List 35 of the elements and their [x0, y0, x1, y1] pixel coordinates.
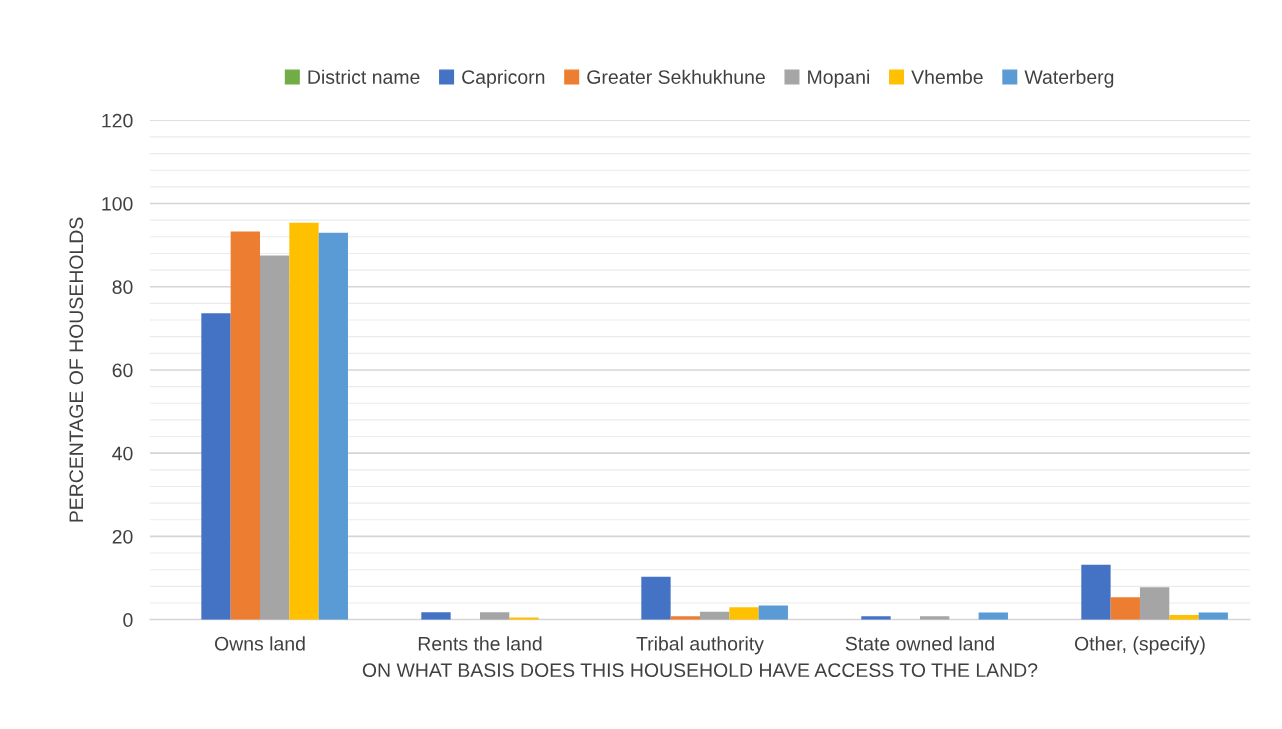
bar — [861, 616, 891, 620]
x-tick-label: Rents the land — [418, 636, 542, 651]
bar — [259, 255, 290, 620]
bar — [201, 313, 231, 620]
bar — [1169, 615, 1199, 620]
bar — [758, 605, 788, 620]
bar — [1081, 564, 1111, 620]
bar — [479, 612, 510, 620]
bar — [230, 231, 260, 620]
legend-label: Waterberg — [1024, 69, 1114, 88]
y-axis-title: PERCENTAGE OF HOUSEHOLDS — [69, 217, 84, 522]
legend-label: Capricorn — [462, 69, 545, 88]
y-tick-label: 120 — [102, 113, 133, 128]
bar — [729, 607, 759, 620]
legend-label: District name — [308, 69, 420, 84]
bar — [1139, 587, 1170, 620]
bar — [289, 222, 319, 620]
x-tick-label: Owns land — [214, 636, 305, 651]
legend-label: Greater Sekhukhune — [587, 69, 765, 84]
bar — [318, 232, 348, 620]
bar — [641, 576, 671, 620]
x-tick-label: Tribal authority — [636, 636, 764, 655]
y-tick-label: 100 — [102, 196, 133, 211]
legend-label: Vhembe — [911, 69, 983, 84]
y-tick-label: 40 — [112, 446, 133, 461]
x-tick-label: State owned land — [845, 636, 994, 651]
y-tick-label: 20 — [112, 529, 133, 544]
y-tick-label: 80 — [112, 280, 133, 294]
bar — [421, 612, 451, 620]
x-tick-label: Other, (specify) — [1074, 636, 1205, 655]
y-tick-label: 0 — [123, 613, 133, 627]
legend-label: Mopani — [808, 69, 870, 88]
x-axis-title: ON WHAT BASIS DOES THIS HOUSEHOLD HAVE ACCESS TO THE LAND? — [362, 663, 1038, 678]
bar — [1110, 597, 1140, 620]
y-tick-label: 60 — [112, 363, 133, 378]
